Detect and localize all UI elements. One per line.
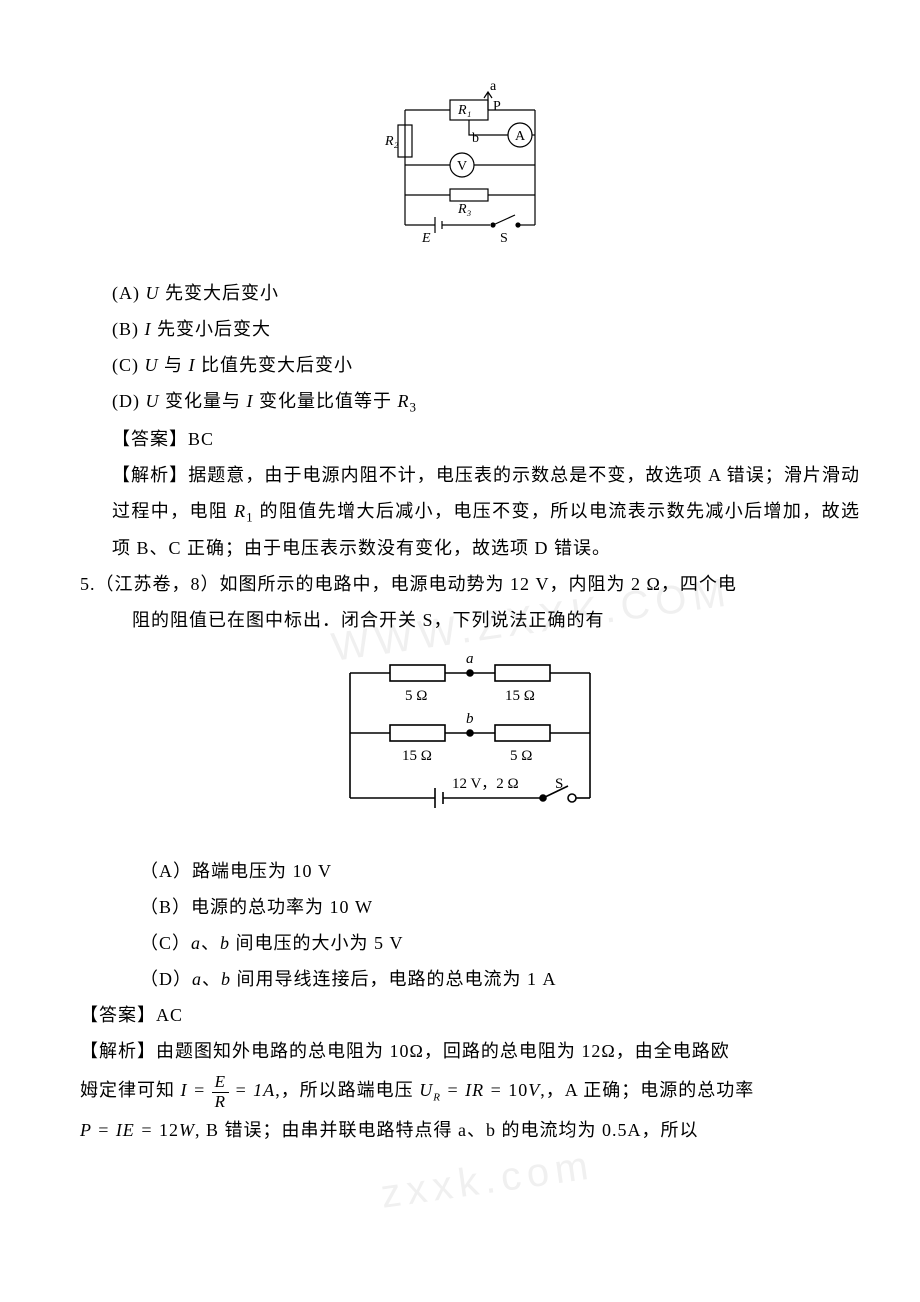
q5-option-C: （C）a、b 间电压的大小为 5 V xyxy=(140,925,860,961)
q5-stem-line1: 5.（江苏卷，8）如图所示的电路中，电源电动势为 12 V，内阻为 2 Ω，四个… xyxy=(80,566,860,602)
q4-solution: 【解析】据题意，由于电源内阻不计，电压表的示数总是不变，故选项 A 错误；滑片滑… xyxy=(112,457,860,567)
label-R2: R₂ xyxy=(384,134,399,149)
q4-option-B: (B) I 先变小后变大 xyxy=(112,311,860,347)
q5-label-a: a xyxy=(466,651,474,667)
label-a: a xyxy=(490,80,497,94)
q4-answer: 【答案】BC xyxy=(112,421,860,457)
label-V: V xyxy=(457,159,467,174)
q5-label-S: S xyxy=(555,776,563,792)
q4-option-A: (A) U 先变大后变小 xyxy=(112,275,860,311)
q5-label-b: b xyxy=(466,711,474,727)
label-R3: R₃ xyxy=(457,202,472,217)
q5-stem-line2: 阻的阻值已在图中标出．闭合开关 S，下列说法正确的有 xyxy=(132,602,860,638)
q5-label-r2: 15 Ω xyxy=(505,688,535,704)
q5-label-r4: 5 Ω xyxy=(510,748,532,764)
q5-option-B: （B）电源的总功率为 10 W xyxy=(140,889,860,925)
label-S: S xyxy=(500,231,508,245)
q5-solution-line2: 姆定律可知 I = ER = 1A,，所以路端电压 UR = IR = 10V,… xyxy=(80,1069,860,1112)
label-E: E xyxy=(421,231,431,245)
q5-label-r3: 15 Ω xyxy=(402,748,432,764)
label-P: P xyxy=(493,99,501,114)
q5-circuit-diagram: a b 5 Ω 15 Ω 15 Ω 5 Ω 12 V，2 Ω S xyxy=(320,648,620,823)
q5-label-r1: 5 Ω xyxy=(405,688,427,704)
q5-answer: 【答案】AC xyxy=(80,997,860,1033)
q4-circuit-diagram: a b P R₁ R₂ R₃ V A E S xyxy=(380,80,560,245)
q4-option-C: (C) U 与 I 比值先变大后变小 xyxy=(112,347,860,383)
q5-solution-line1: 【解析】由题图知外电路的总电阻为 10Ω，回路的总电阻为 12Ω，由全电路欧 xyxy=(80,1033,860,1069)
q5-solution-line3: P = IE = 12W, B 错误；由串并联电路特点得 a、b 的电流均为 0… xyxy=(80,1112,860,1148)
q5-option-D: （D）a、b 间用导线连接后，电路的总电流为 1 A xyxy=(140,961,860,997)
q4-option-D: (D) U 变化量与 I 变化量比值等于 R3 xyxy=(112,383,860,421)
label-b: b xyxy=(472,131,479,146)
label-R1: R₁ xyxy=(457,103,471,118)
q5-label-batt: 12 V，2 Ω xyxy=(452,776,519,792)
q5-option-A: （A）路端电压为 10 V xyxy=(140,853,860,889)
label-A: A xyxy=(515,129,526,144)
